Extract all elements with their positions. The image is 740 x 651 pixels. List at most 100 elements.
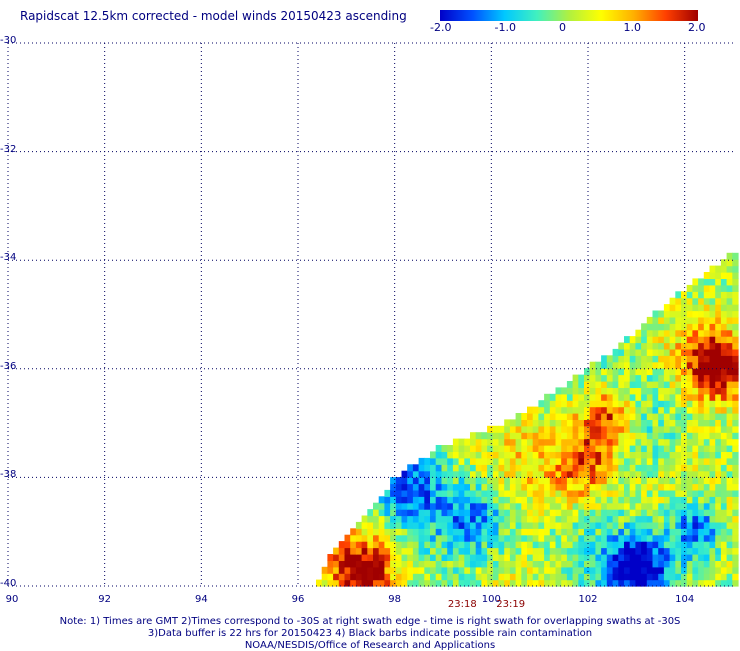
swath-cell (572, 547, 579, 555)
swath-cell (726, 464, 733, 472)
swath-cell (692, 496, 699, 504)
swath-cell (487, 451, 494, 459)
swath-cell (555, 515, 562, 523)
swath-cell (624, 534, 631, 542)
swath-cell (703, 355, 711, 363)
swath-cell (589, 387, 596, 395)
swath-cell (378, 541, 385, 549)
swath-cell (527, 419, 534, 427)
swath-cell (492, 528, 500, 536)
swath-cell (584, 509, 591, 517)
swath-cell (686, 554, 693, 561)
swath-cell (492, 432, 500, 440)
swath-cell (624, 547, 631, 555)
swath-cell (635, 554, 642, 561)
swath-cell (669, 419, 676, 427)
swath-cell (566, 502, 574, 510)
swath-cell (527, 509, 534, 517)
swath-cell (629, 464, 636, 472)
swath-cell (572, 438, 579, 446)
swath-cell (703, 515, 711, 523)
swath-cell (458, 445, 465, 452)
swath-cell (732, 329, 739, 337)
swath-cell (390, 509, 397, 517)
swath-cell (709, 348, 716, 356)
swath-cell (538, 566, 545, 574)
swath-cell (538, 547, 545, 555)
swath-cell (572, 381, 579, 388)
swath-cell (635, 419, 642, 427)
swath-cell (646, 541, 654, 549)
swath-cell (624, 387, 631, 395)
swath-cell (441, 560, 448, 568)
swath-cell (709, 502, 716, 510)
swath-cell (401, 502, 408, 510)
swath-cell (492, 477, 500, 485)
swath-cell (658, 496, 665, 504)
swath-cell (578, 573, 585, 581)
swath-cell (430, 470, 437, 478)
swath-cell (732, 368, 739, 376)
swath-cell (515, 489, 522, 497)
swath-cell (458, 489, 465, 497)
swath-cell (452, 521, 460, 529)
swath-cell (378, 579, 385, 587)
swath-cell (589, 425, 596, 433)
swath-cell (361, 547, 368, 555)
swath-cell (430, 464, 437, 472)
swath-cell (669, 381, 676, 388)
swath-cell (692, 547, 699, 555)
swath-cell (612, 406, 619, 414)
swath-cell (441, 451, 448, 459)
swath-cell (675, 361, 682, 369)
swath-cell (732, 445, 739, 452)
swath-cell (720, 534, 728, 542)
swath-cell (532, 489, 539, 497)
swath-cell (418, 464, 425, 472)
swath-cell (606, 547, 614, 555)
swath-cell (412, 547, 420, 555)
swath-cell (584, 457, 591, 465)
swath-cell (720, 355, 728, 363)
swath-cell (612, 355, 619, 363)
swath-cell (629, 432, 636, 440)
swath-cell (641, 348, 648, 356)
swath-cell (698, 470, 705, 478)
swath-cell (698, 573, 705, 581)
swath-cell (515, 464, 522, 472)
swath-cell (652, 521, 659, 529)
swath-cell (384, 554, 391, 561)
swath-cell (350, 534, 357, 542)
swath-cell (424, 566, 431, 574)
swath-cell (430, 451, 437, 459)
swath-cell (698, 483, 705, 491)
swath-cell (715, 355, 722, 363)
swath-cell (720, 528, 728, 536)
swath-cell (492, 496, 500, 504)
swath-cell (589, 438, 596, 446)
swath-cell (435, 457, 442, 465)
swath-cell (384, 534, 391, 542)
swath-cell (407, 509, 414, 517)
swath-cell (487, 573, 494, 581)
swath-cell (675, 355, 682, 363)
swath-cell (578, 560, 585, 568)
swath-cell (624, 445, 631, 452)
swath-cell (658, 400, 665, 408)
swath-cell (435, 483, 442, 491)
swath-cell (692, 528, 699, 536)
swath-cell (378, 509, 385, 517)
swath-cell (350, 579, 357, 587)
swath-cell (509, 483, 517, 491)
swath-cell (544, 509, 551, 517)
swath-cell (367, 560, 374, 568)
swath-cell (338, 560, 346, 568)
swath-cell (646, 515, 654, 523)
swath-cell (464, 445, 471, 452)
swath-cell (498, 425, 505, 433)
swath-cell (412, 579, 420, 587)
swath-cell (692, 489, 699, 497)
swath-cell (703, 316, 711, 324)
swath-cell (692, 579, 699, 587)
swath-cell (629, 425, 636, 433)
